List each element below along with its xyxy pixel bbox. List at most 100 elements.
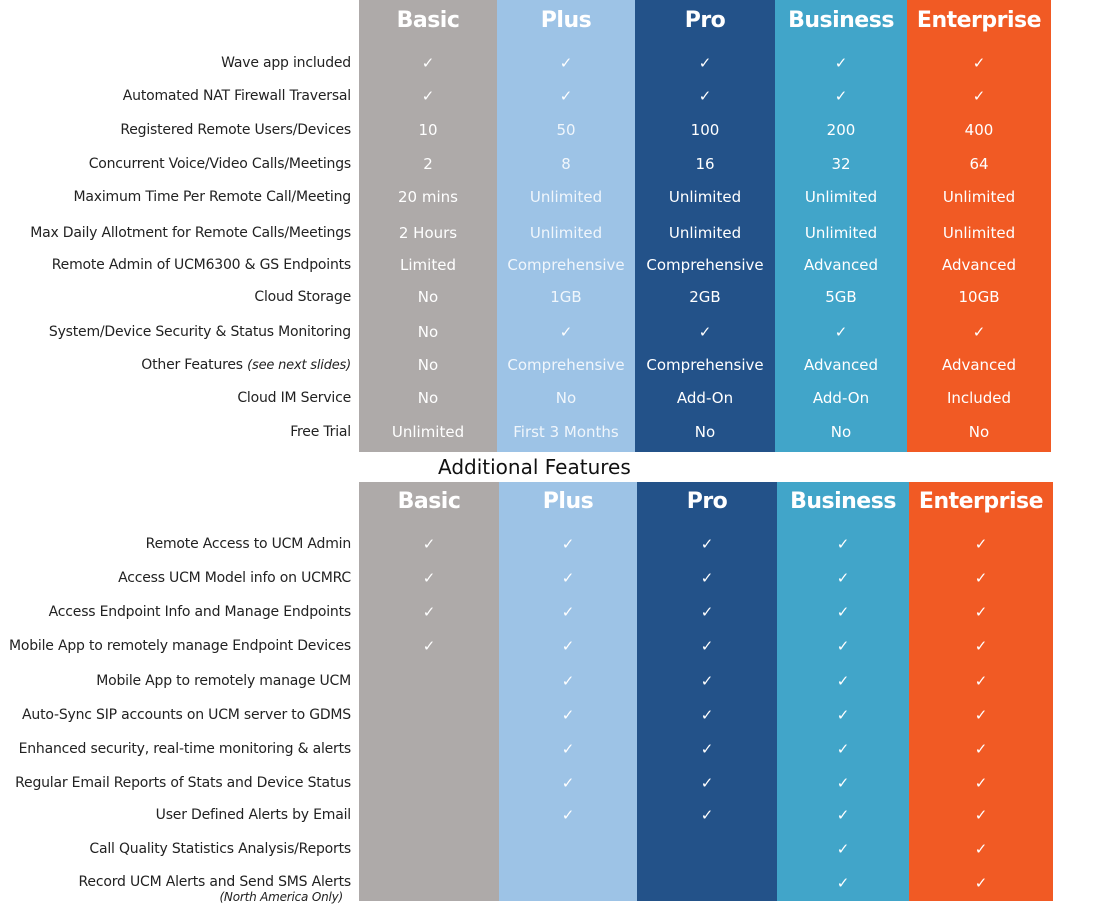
feature-label: Enhanced security, real-time monitoring …: [19, 741, 352, 757]
plan-cell: 8: [561, 155, 571, 173]
checkmark-icon: ✓: [974, 569, 988, 587]
checkmark-icon: ✓: [974, 706, 988, 724]
checkmark-icon: ✓: [421, 87, 435, 105]
plan-header-enterprise: Enterprise: [916, 8, 1042, 33]
plan-cell: No: [830, 423, 852, 441]
checkmark-icon: ✓: [972, 323, 986, 341]
feature-label-note: (North America Only): [219, 890, 343, 904]
plan-cell: 10GB: [958, 288, 1000, 306]
checkmark-icon: ✓: [421, 54, 435, 72]
checkmark-icon: ✓: [834, 54, 848, 72]
feature-label-text: Mobile App to remotely manage UCM: [96, 673, 351, 689]
checkmark-icon: ✓: [836, 535, 850, 553]
plan-cell: Unlimited: [804, 224, 878, 242]
plan-cell: First 3 Months: [513, 423, 619, 441]
plan-cell: Unlimited: [942, 188, 1016, 206]
feature-label-text: Registered Remote Users/Devices: [120, 122, 351, 138]
column-pro: Pro ✓ ✓ 100 16 Unlimited Unlimited Comprehensiv…: [635, 0, 775, 452]
feature-label: Auto-Sync SIP accounts on UCM server to …: [22, 707, 351, 723]
column-plus: Plus ✓ ✓ ✓ ✓ ✓ ✓ ✓ ✓ ✓: [499, 482, 637, 901]
plan-cell: 100: [690, 121, 720, 139]
checkmark-icon: ✓: [974, 672, 988, 690]
checkmark-icon: ✓: [836, 774, 850, 792]
checkmark-icon: ✓: [700, 603, 714, 621]
feature-label: Cloud Storage: [254, 289, 351, 305]
plan-cell: 1GB: [550, 288, 582, 306]
plan-header-plus: Plus: [542, 489, 594, 514]
column-business: Business ✓ ✓ ✓ ✓ ✓ ✓ ✓ ✓ ✓ ✓ ✓: [777, 482, 909, 901]
plan-cell: Comprehensive: [646, 356, 764, 374]
feature-label: Remote Admin of UCM6300 & GS Endpoints: [52, 257, 351, 273]
checkmark-icon: ✓: [974, 874, 988, 892]
plan-cell: No: [417, 323, 439, 341]
plan-cell: 50: [556, 121, 576, 139]
plan-cell: Add-On: [676, 389, 734, 407]
plan-cell: No: [417, 288, 439, 306]
column-business: Business ✓ ✓ 200 32 Unlimited Unlimited Advance…: [775, 0, 907, 452]
feature-label-note: (see next slides): [247, 358, 351, 373]
checkmark-icon: ✓: [698, 54, 712, 72]
plan-cell: 64: [969, 155, 989, 173]
plan-cell: Advanced: [803, 356, 879, 374]
checkmark-icon: ✓: [561, 569, 575, 587]
feature-label: Access Endpoint Info and Manage Endpoint…: [49, 604, 352, 620]
feature-label: Regular Email Reports of Stats and Devic…: [15, 775, 351, 791]
feature-label-text: Free Trial: [290, 424, 351, 440]
checkmark-icon: ✓: [561, 806, 575, 824]
plan-cell: Included: [946, 389, 1012, 407]
checkmark-icon: ✓: [700, 569, 714, 587]
feature-label: User Defined Alerts by Email: [156, 807, 352, 823]
plan-cell: Advanced: [941, 356, 1017, 374]
feature-label-text: Max Daily Allotment for Remote Calls/Mee…: [30, 225, 351, 241]
checkmark-icon: ✓: [836, 840, 850, 858]
plan-cell: 20 mins: [398, 188, 458, 206]
checkmark-icon: ✓: [422, 569, 436, 587]
feature-label: Access UCM Model info on UCMRC: [118, 570, 351, 586]
plan-cell: Advanced: [941, 256, 1017, 274]
checkmark-icon: ✓: [698, 323, 712, 341]
checkmark-icon: ✓: [561, 774, 575, 792]
plan-cell: Add-On: [812, 389, 870, 407]
plan-header-enterprise: Enterprise: [918, 489, 1044, 514]
feature-label: Wave app included: [221, 55, 351, 71]
feature-label-text: Remote Admin of UCM6300 & GS Endpoints: [51, 257, 351, 273]
checkmark-icon: ✓: [836, 740, 850, 758]
feature-label: System/Device Security & Status Monitori…: [49, 324, 351, 340]
checkmark-icon: ✓: [974, 637, 988, 655]
feature-label-text: Wave app included: [221, 55, 351, 71]
checkmark-icon: ✓: [422, 535, 436, 553]
checkmark-icon: ✓: [561, 603, 575, 621]
checkmark-icon: ✓: [700, 740, 714, 758]
checkmark-icon: ✓: [700, 706, 714, 724]
plan-cell: No: [555, 389, 577, 407]
checkmark-icon: ✓: [974, 806, 988, 824]
column-plus: Plus ✓ ✓ 50 8 Unlimited Unlimited Comprehensive…: [497, 0, 635, 452]
plan-cell: 2 Hours: [398, 224, 458, 242]
column-enterprise: Enterprise ✓ ✓ 400 64 Unlimited Unlimited Advan…: [907, 0, 1051, 452]
checkmark-icon: ✓: [836, 672, 850, 690]
feature-label-text: Cloud IM Service: [237, 390, 351, 406]
feature-label: Registered Remote Users/Devices: [120, 122, 351, 138]
feature-label-text: Other Features: [141, 357, 243, 373]
plan-cell: Unlimited: [804, 188, 878, 206]
checkmark-icon: ✓: [561, 740, 575, 758]
plan-cell: 200: [826, 121, 856, 139]
checkmark-icon: ✓: [974, 603, 988, 621]
checkmark-icon: ✓: [561, 672, 575, 690]
plan-cell: Unlimited: [668, 188, 742, 206]
checkmark-icon: ✓: [559, 323, 573, 341]
checkmark-icon: ✓: [972, 87, 986, 105]
feature-label-text: Auto-Sync SIP accounts on UCM server to …: [22, 707, 351, 723]
plan-header-business: Business: [790, 489, 896, 514]
checkmark-icon: ✓: [836, 874, 850, 892]
plan-cell: No: [417, 389, 439, 407]
feature-label: Mobile App to remotely manage Endpoint D…: [9, 638, 351, 654]
plan-header-plus: Plus: [540, 8, 592, 33]
plan-cell: No: [417, 356, 439, 374]
feature-label: Cloud IM Service: [237, 390, 351, 406]
feature-label-text: Access UCM Model info on UCMRC: [118, 570, 351, 586]
feature-label-text: Record UCM Alerts and Send SMS Alerts: [78, 874, 352, 890]
feature-label: Max Daily Allotment for Remote Calls/Mee…: [30, 225, 351, 241]
checkmark-icon: ✓: [836, 569, 850, 587]
plan-cell: 10: [418, 121, 438, 139]
